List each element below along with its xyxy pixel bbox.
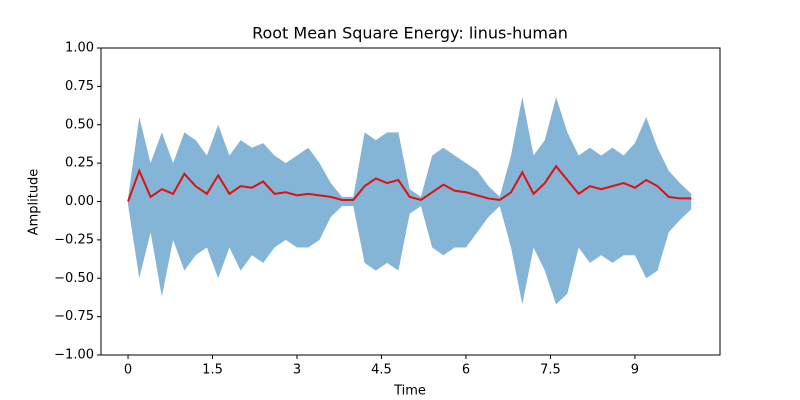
y-tick-label: −0.50 — [54, 271, 94, 286]
y-tick-label: −1.00 — [54, 348, 94, 363]
y-tick-label: 0.25 — [65, 156, 94, 171]
x-tick-label: 9 — [631, 363, 639, 378]
y-tick-label: 0.00 — [65, 194, 94, 209]
y-tick-label: −0.25 — [54, 232, 94, 247]
waveform-lower — [128, 201, 692, 305]
y-tick-label: 0.75 — [65, 79, 94, 94]
y-axis-label: Amplitude — [27, 169, 42, 236]
rms-line — [127, 164, 692, 202]
y-tick-label: −0.75 — [54, 309, 94, 324]
x-tick-label: 1.5 — [202, 363, 223, 378]
x-axis-label: Time — [393, 384, 426, 399]
chart-title: Root Mean Square Energy: linus-human — [252, 24, 568, 43]
y-tick-label: 1.00 — [65, 41, 94, 56]
x-tick-label: 6 — [462, 363, 470, 378]
y-tick-label: 0.50 — [65, 117, 94, 132]
x-tick-label: 0 — [124, 363, 132, 378]
x-tick-label: 3 — [293, 363, 301, 378]
x-tick-label: 7.5 — [540, 363, 561, 378]
plot-area — [127, 97, 692, 305]
x-tick-label: 4.5 — [371, 363, 392, 378]
